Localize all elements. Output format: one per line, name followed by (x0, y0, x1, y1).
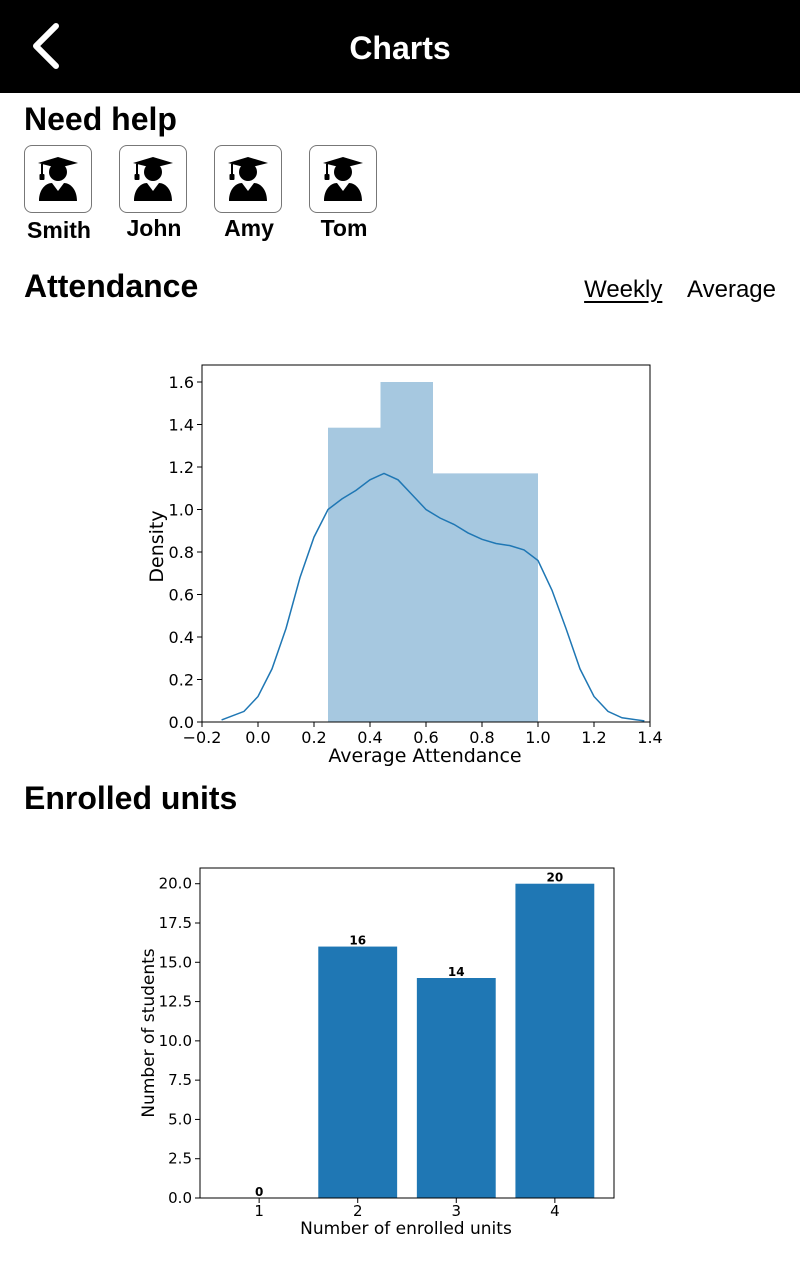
attendance-chart: −0.2 0.0 0.2 0.4 0.6 0.8 1.0 1.2 1.40.00.20.40.6… (146, 364, 663, 767)
y-tick-label: 20.0 (159, 875, 192, 893)
tutor-name: Tom (320, 215, 368, 241)
kde-line (221, 472, 645, 722)
y-tick-label: 12.5 (159, 993, 192, 1011)
y-tick-label: 15.0 (159, 953, 192, 971)
tutor-avatar (309, 145, 377, 213)
histogram-bar (433, 473, 538, 722)
data-label: 20 (547, 871, 564, 885)
y-tick-label: 1.2 (169, 458, 194, 477)
data-label: 16 (349, 934, 366, 948)
y-tick-label: 0.6 (169, 586, 194, 605)
bar (318, 946, 398, 1198)
y-tick-label: 0.2 (169, 671, 194, 690)
tutor-avatar (24, 145, 92, 213)
tutor-avatar (214, 145, 282, 213)
histogram-bar (328, 427, 381, 722)
y-tick-label: 2.5 (168, 1150, 192, 1168)
x-tick-label: 1.4 (637, 728, 662, 747)
app-header: Charts (0, 0, 800, 93)
x-tick-label: 4 (550, 1202, 560, 1220)
x-tick-label: 0.4 (357, 728, 382, 747)
tab-average[interactable]: Average (687, 276, 776, 303)
y-tick-label: 0.8 (169, 543, 194, 562)
x-tick-label: 2 (353, 1202, 363, 1220)
graduate-icon (322, 156, 364, 202)
x-tick-label: 0.8 (469, 728, 494, 747)
x-tick-label: 0.2 (301, 728, 326, 747)
page-title: Charts (349, 30, 451, 66)
y-tick-label: 5.0 (168, 1110, 192, 1128)
y-axis-label: Number of students (139, 948, 159, 1117)
y-tick-label: 0.0 (169, 713, 194, 732)
bar (515, 883, 595, 1198)
tutor-tom[interactable]: Tom (309, 145, 404, 241)
graduate-icon (227, 156, 269, 202)
y-tick-label: 1.6 (169, 373, 194, 392)
chevron-left-icon (33, 23, 59, 69)
attendance-title: Attendance (24, 268, 199, 304)
tutor-amy[interactable]: Amy (214, 145, 309, 241)
tutor-john[interactable]: John (119, 145, 214, 241)
y-tick-label: 0.4 (169, 628, 194, 647)
data-label: 14 (448, 965, 465, 979)
y-tick-label: 0.0 (168, 1189, 192, 1207)
y-tick-label: 1.0 (169, 501, 194, 520)
need-help-title: Need help (24, 101, 177, 137)
x-tick-label: 1.0 (525, 728, 550, 747)
graduate-icon (37, 156, 79, 202)
x-axis-label: Average Attendance (328, 745, 521, 767)
y-tick-label: 10.0 (159, 1032, 192, 1050)
y-tick-label: 7.5 (168, 1071, 192, 1089)
x-tick-label: −0.2 (183, 728, 222, 747)
y-tick-label: 17.5 (159, 914, 192, 932)
x-tick-label: 0.0 (245, 728, 270, 747)
tutor-smith[interactable]: Smith (24, 145, 119, 243)
plot-frame (199, 867, 615, 1199)
tutor-avatar (119, 145, 187, 213)
attendance-tabs: Weekly Average (566, 276, 776, 304)
x-tick-label: 1 (254, 1202, 264, 1220)
enrolled-units-chart: 0 1 16 2 14 3 20 4 0.0 2.5 5.0 7.5 10.0 12.5 15.0 17.5 2… (139, 867, 615, 1239)
x-tick-label: 3 (452, 1202, 462, 1220)
tutor-name: Smith (27, 217, 91, 243)
x-axis-label: Number of enrolled units (300, 1219, 512, 1239)
back-button[interactable] (22, 18, 78, 74)
tutor-list: Smith John Amy Tom (24, 145, 444, 245)
bar (416, 978, 496, 1198)
tutor-name: Amy (224, 215, 274, 241)
graduate-icon (132, 156, 174, 202)
tutor-name: John (126, 215, 182, 241)
y-axis-label: Density (146, 510, 168, 582)
data-label: 0 (255, 1185, 263, 1199)
tab-weekly[interactable]: Weekly (584, 276, 663, 303)
enrolled-units-title: Enrolled units (24, 780, 238, 816)
x-tick-label: 0.6 (413, 728, 438, 747)
histogram-bar (380, 382, 433, 722)
y-tick-label: 1.4 (169, 416, 194, 435)
x-tick-label: 1.2 (581, 728, 606, 747)
